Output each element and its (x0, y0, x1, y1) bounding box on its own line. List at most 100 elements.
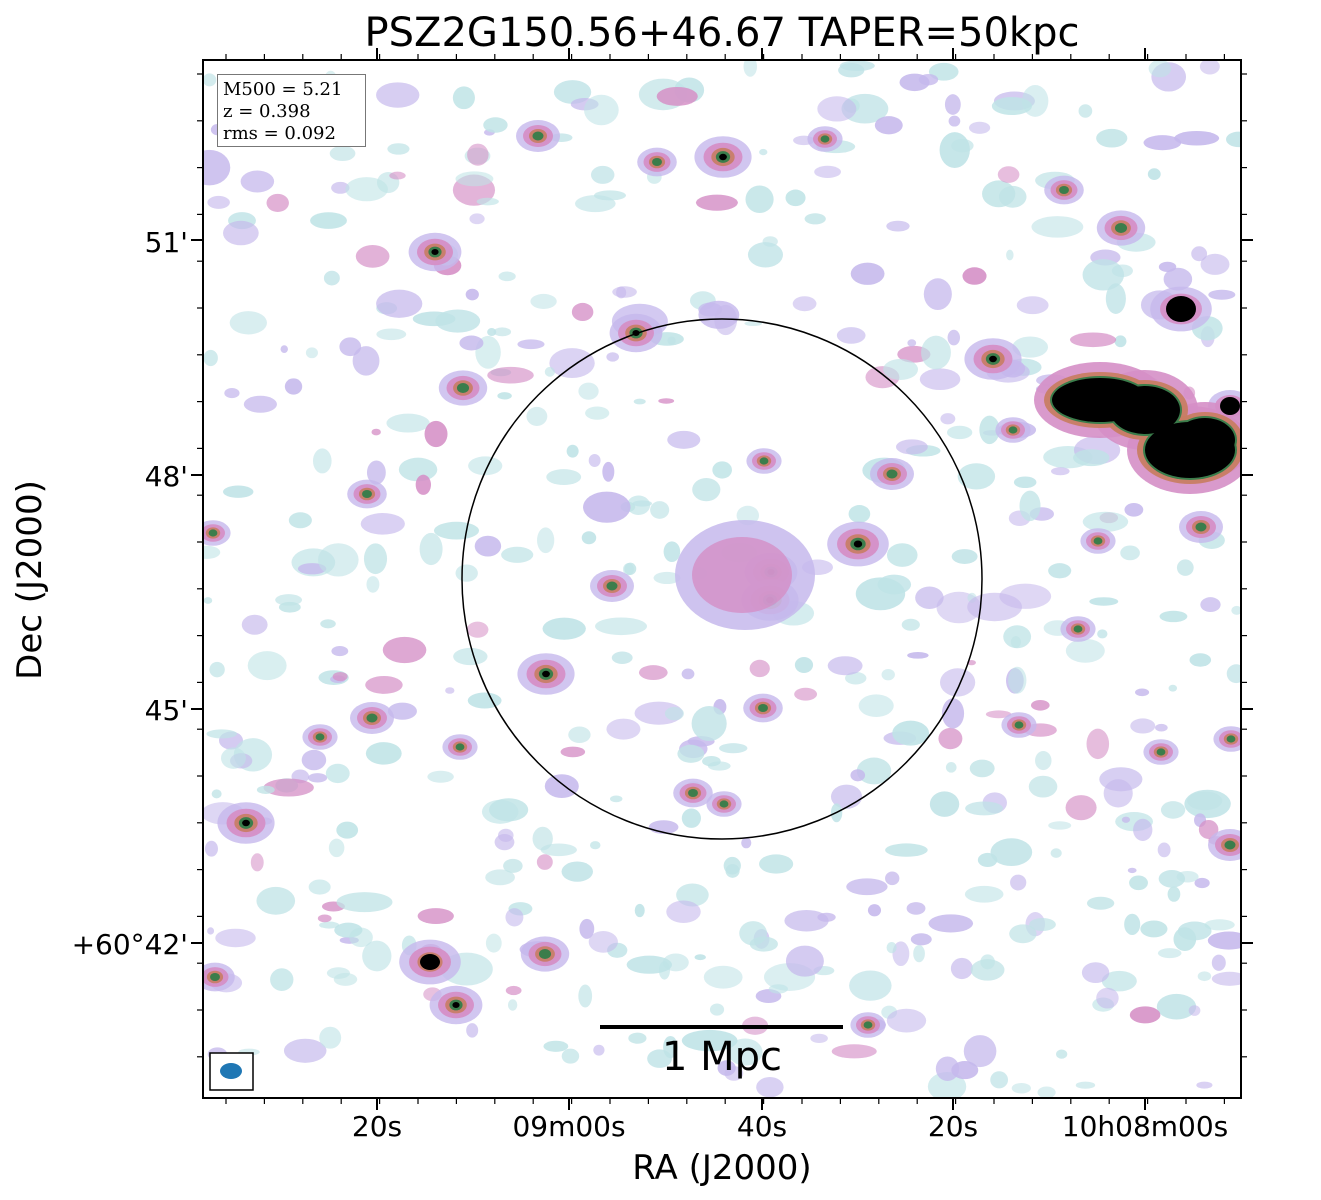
noise-blob (963, 1035, 997, 1068)
noise-blob (386, 413, 430, 433)
noise-blob (256, 785, 275, 794)
noise-blob (923, 278, 952, 311)
emission-layer (203, 60, 1241, 1098)
noise-blob (915, 586, 944, 609)
noise-blob (1009, 924, 1037, 944)
noise-blob (389, 171, 406, 180)
noise-blob (907, 651, 929, 659)
noise-blob (568, 726, 591, 744)
source-peak (652, 157, 662, 167)
source-peak (315, 733, 325, 741)
noise-blob (1158, 261, 1177, 273)
noise-blob (206, 729, 237, 739)
source-core (242, 819, 250, 827)
noise-blob (804, 213, 826, 225)
noise-blob (1140, 920, 1168, 938)
noise-blob (1174, 130, 1220, 146)
source-peak (606, 581, 618, 591)
noise-blob (944, 94, 961, 115)
noise-blob (1082, 259, 1125, 291)
noise-blob (997, 166, 1020, 183)
source-core (1220, 397, 1240, 415)
noise-blob (1048, 821, 1072, 830)
noise-blob (474, 535, 502, 557)
noise-blob (323, 270, 340, 286)
radio-galaxy-core (1175, 418, 1235, 462)
noise-blob (935, 1056, 960, 1081)
source-peak (1224, 840, 1236, 850)
noise-blob (918, 73, 939, 86)
noise-blob (990, 1071, 1009, 1089)
noise-blob (970, 959, 1005, 981)
noise-blob (921, 335, 951, 370)
noise-blob (724, 1066, 744, 1081)
noise-blob (941, 698, 965, 729)
noise-blob (874, 116, 903, 135)
noise-blob (632, 500, 653, 507)
noise-blob (850, 262, 885, 285)
noise-blob (588, 453, 601, 467)
noise-blob (845, 671, 867, 685)
noise-blob (1199, 60, 1220, 75)
beam-ellipse (220, 1063, 242, 1079)
noise-blob (501, 546, 534, 563)
y-tick-label: +60°42' (71, 928, 188, 961)
noise-blob (1194, 877, 1210, 889)
noise-blob (561, 1048, 580, 1064)
noise-blob (712, 461, 732, 479)
noise-blob (1011, 1082, 1031, 1094)
noise-blob (1114, 335, 1127, 348)
noise-blob (850, 769, 866, 782)
noise-blob (634, 903, 645, 918)
noise-blob (749, 659, 770, 678)
noise-blob (656, 86, 698, 106)
source-peak (688, 788, 698, 798)
source-peak (1156, 748, 1166, 756)
noise-blob (964, 885, 1004, 903)
noise-blob (606, 718, 641, 740)
noise-blob (1231, 605, 1241, 615)
noise-blob (886, 941, 897, 954)
noise-blob (250, 853, 264, 872)
noise-blob (1096, 987, 1119, 1009)
source-peak (208, 529, 218, 537)
noise-blob (609, 795, 623, 803)
noise-blob (365, 742, 402, 765)
source-peak (1073, 625, 1083, 633)
noise-blob (465, 288, 479, 301)
noise-blob (907, 339, 917, 347)
noise-blob (331, 646, 349, 657)
noise-blob (623, 563, 634, 576)
noise-blob (203, 73, 217, 87)
noise-blob (946, 425, 973, 440)
noise-blob (1129, 875, 1148, 891)
noise-blob (886, 1008, 927, 1033)
noise-blob (241, 614, 268, 635)
noise-blob (549, 348, 595, 379)
noise-blob (1010, 636, 1021, 648)
noise-blob (856, 757, 892, 785)
noise-blob (312, 448, 332, 474)
y-axis-label: Dec (J2000) (10, 480, 50, 680)
noise-blob (588, 931, 618, 953)
noise-blob (203, 149, 231, 186)
noise-blob (536, 854, 553, 870)
noise-blob (951, 138, 974, 153)
noise-blob (950, 957, 973, 980)
noise-blob (583, 491, 631, 523)
noise-blob (1056, 1049, 1068, 1059)
noise-blob (1133, 818, 1153, 841)
noise-blob (628, 1032, 647, 1044)
noise-blob (741, 837, 752, 849)
noise-blob (453, 647, 488, 666)
noise-blob (537, 527, 555, 554)
noise-blob (532, 826, 553, 851)
noise-blob (507, 999, 518, 1011)
noise-blob (318, 543, 359, 577)
noise-blob (365, 675, 403, 694)
noise-blob (694, 954, 706, 961)
noise-blob (493, 327, 512, 337)
noise-blob (593, 190, 626, 201)
source-peak (538, 949, 552, 959)
